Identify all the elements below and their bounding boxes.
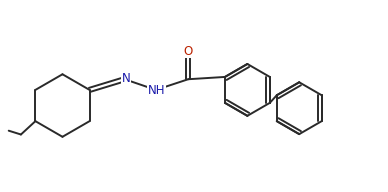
Text: N: N — [121, 72, 130, 85]
Text: NH: NH — [148, 84, 165, 97]
Text: O: O — [184, 45, 193, 58]
